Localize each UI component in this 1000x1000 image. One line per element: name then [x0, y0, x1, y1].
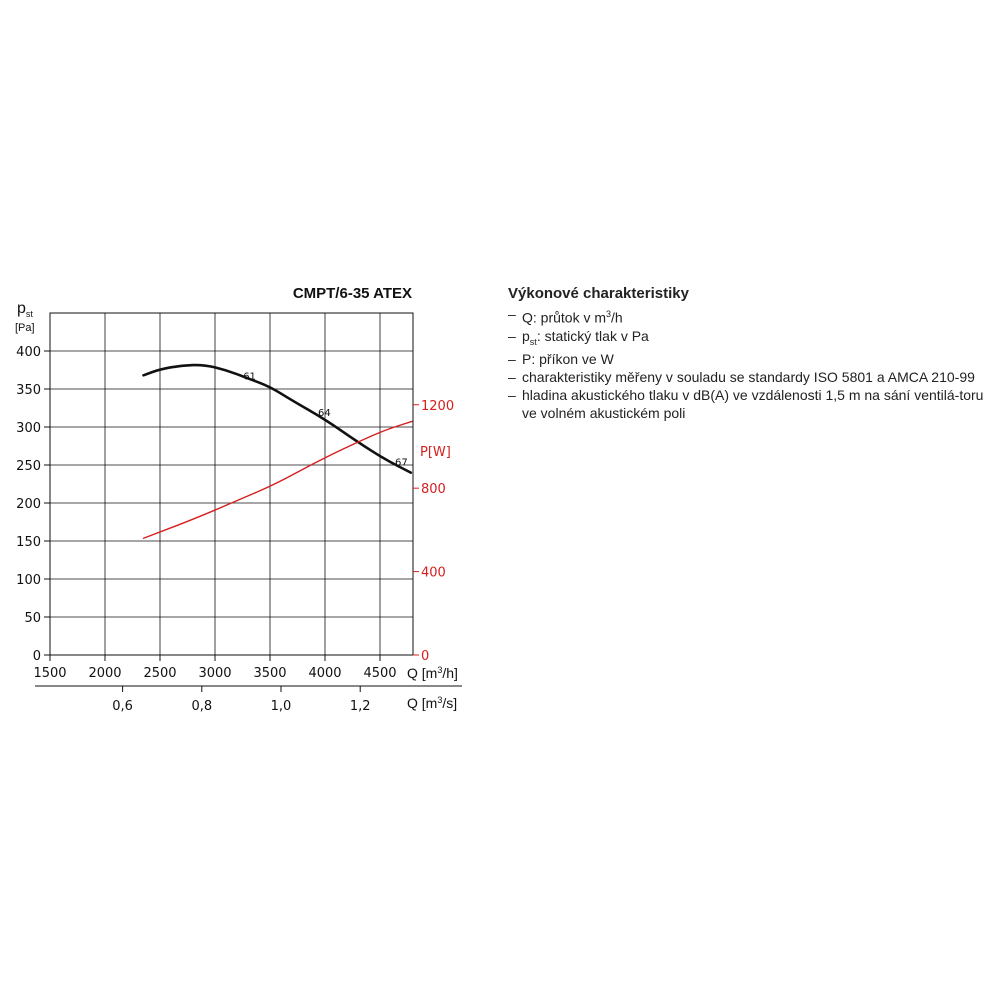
y-right-tick-label: 1200: [421, 399, 454, 414]
x-tick-label: 3500: [253, 666, 286, 681]
x-tick-label: 4500: [363, 666, 396, 681]
description-heading: Výkonové charakteristiky: [508, 285, 689, 302]
x-secondary-label-sup: 3: [437, 695, 442, 705]
plot-frame: [49, 312, 414, 656]
y-tick-label: 400: [16, 345, 41, 360]
y-tick-label: 150: [16, 535, 41, 550]
item-text: Q: průtok v m: [522, 309, 607, 326]
x-secondary-ticks: 0,6 0,8 1,0 1,2: [112, 686, 371, 714]
x-secondary-tick-label: 1,0: [271, 699, 292, 714]
item-text: hladina akustického tlaku v dB(A) ve vzd…: [522, 387, 984, 422]
speed-label: 61: [243, 371, 256, 382]
item-text: p: [522, 327, 530, 344]
grid: [35, 312, 462, 687]
description-item: – Q: průtok v m3/h: [508, 305, 998, 327]
x-tick-label: 2500: [143, 666, 176, 681]
x-secondary-label-main: Q [m: [407, 695, 437, 711]
speed-annotations: 61 64 67: [243, 371, 408, 468]
y-right-tick-label: 0: [421, 649, 429, 664]
item-dash: –: [508, 387, 516, 404]
y-right-label: P[W]: [420, 445, 451, 460]
y-tick-label: 0: [33, 649, 41, 664]
item-sub: st: [529, 336, 537, 347]
x-secondary-tick-label: 0,8: [191, 699, 212, 714]
y-left-label-main: p: [17, 300, 26, 317]
item-text-end: /h: [611, 309, 623, 326]
item-text: P: příkon ve W: [522, 351, 614, 368]
y-tick-label: 100: [16, 573, 41, 588]
description-item: – P: příkon ve W: [508, 350, 998, 368]
y-right-ticks: 0 400 800 1200: [413, 399, 454, 664]
x-label: Q [m3/h]: [407, 665, 458, 681]
y-tick-label: 200: [16, 497, 41, 512]
item-dash: –: [508, 306, 516, 322]
y-tick-label: 50: [24, 611, 41, 626]
item-dash: –: [508, 327, 516, 344]
y-tick-label: 300: [16, 421, 41, 436]
x-label-sup: 3: [437, 665, 442, 675]
description-item: – charakteristiky měřeny v souladu se sta…: [508, 368, 998, 386]
y-tick-label: 350: [16, 383, 41, 398]
y-left-ticks: 0 50 100 150 200 250 300 350 400: [16, 345, 50, 664]
x-ticks: 1500 2000 2500 3000 3500 4000 4500: [33, 655, 397, 681]
x-label-end: /h]: [442, 665, 458, 681]
y-right-tick-label: 800: [421, 482, 446, 497]
series: [142, 363, 413, 539]
performance-description: Výkonové charakteristiky – Q: průtok v m3…: [508, 285, 998, 422]
x-tick-label: 1500: [33, 666, 66, 681]
x-secondary-tick-label: 1,2: [350, 699, 371, 714]
x-label-main: Q [m: [407, 665, 437, 681]
description-item: – hladina akustického tlaku v dB(A) ve vz…: [508, 386, 998, 422]
item-dash: –: [508, 351, 516, 368]
x-secondary-label-end: /s]: [442, 695, 457, 711]
item-text: charakteristiky měřeny v souladu se stan…: [522, 369, 975, 386]
x-tick-label: 2000: [88, 666, 121, 681]
x-tick-label: 4000: [308, 666, 341, 681]
speed-label: 67: [395, 457, 408, 468]
y-left-unit: [Pa]: [15, 322, 35, 334]
y-left-label: pst: [17, 300, 33, 319]
y-left-label-sub: st: [26, 309, 34, 319]
power-curve: [142, 420, 413, 539]
x-secondary-tick-label: 0,6: [112, 699, 133, 714]
y-right-tick-label: 400: [421, 566, 446, 581]
item-text-end: : statický tlak v Pa: [536, 327, 649, 344]
x-tick-label: 3000: [198, 666, 231, 681]
x-secondary-label: Q [m3/s]: [407, 695, 457, 711]
chart-title: CMPT/6-35 ATEX: [293, 285, 412, 302]
item-sup: 3: [606, 309, 612, 319]
y-tick-label: 250: [16, 459, 41, 474]
description-item: – pst: statický tlak v Pa: [508, 327, 998, 351]
item-dash: –: [508, 369, 516, 386]
speed-label: 64: [318, 408, 331, 419]
pressure-curve: [142, 363, 413, 474]
